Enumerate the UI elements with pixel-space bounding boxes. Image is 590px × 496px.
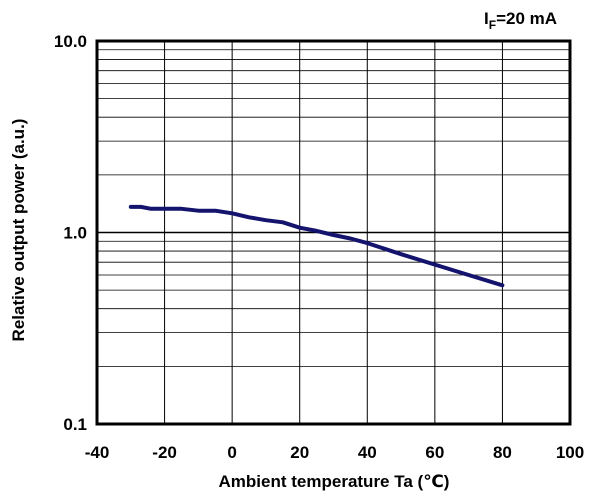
condition-subscript: F <box>489 18 496 32</box>
y-tick-label: 0.1 <box>63 415 87 434</box>
plot-frame <box>95 39 572 426</box>
x-tick-labels: -40 -20 0 20 40 60 80 100 <box>85 443 584 462</box>
x-tick-label: 0 <box>227 443 236 462</box>
x-tick-label: -40 <box>85 443 110 462</box>
condition-symbol: I <box>484 9 489 28</box>
x-tick-label: -20 <box>152 443 177 462</box>
y-axis-label: Relative output power (a.u.) <box>9 119 28 342</box>
y-tick-label: 10.0 <box>54 32 87 51</box>
grid <box>96 41 571 425</box>
x-tick-label: 60 <box>425 443 444 462</box>
x-axis-label: Ambient temperature Ta (℃) <box>219 472 450 491</box>
x-tick-label: 40 <box>358 443 377 462</box>
y-tick-labels: 0.1 1.0 10.0 <box>54 32 87 434</box>
condition-value: =20 mA <box>496 9 557 28</box>
y-tick-label: 1.0 <box>63 224 87 243</box>
x-tick-label: 20 <box>290 443 309 462</box>
x-tick-label: 80 <box>493 443 512 462</box>
series-layer <box>128 204 505 288</box>
condition-label: IF=20 mA <box>484 9 557 32</box>
x-tick-label: 100 <box>556 443 584 462</box>
series-line <box>128 204 505 288</box>
